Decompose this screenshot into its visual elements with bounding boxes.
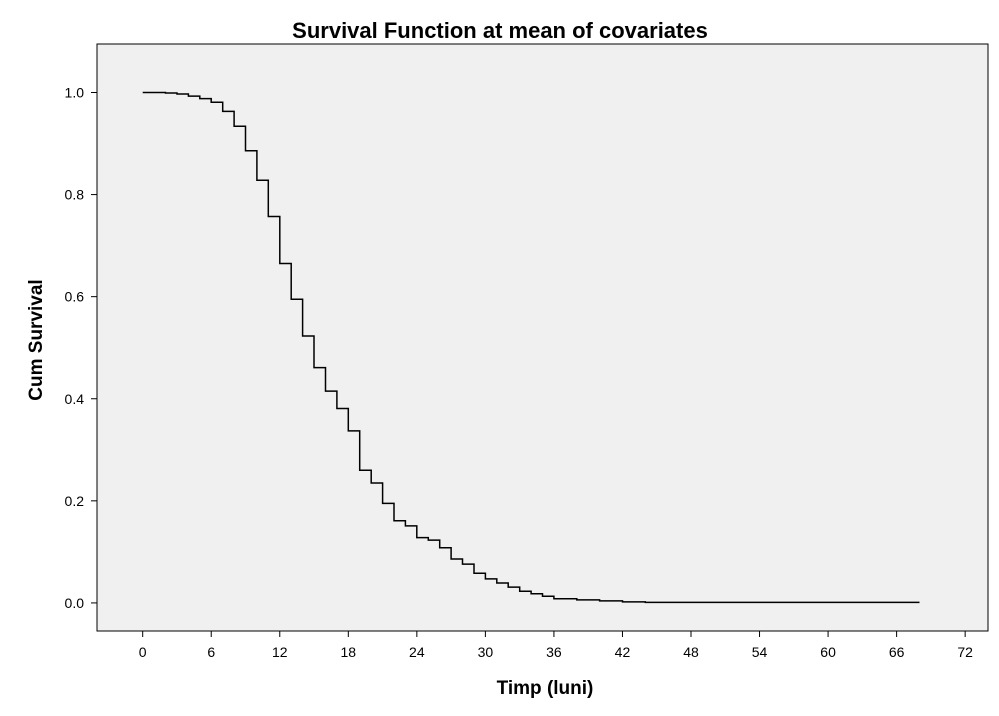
x-tick-label: 54	[752, 644, 768, 660]
plot-area	[96, 43, 989, 632]
x-axis: 0 6 12 18 24 30 36 42 48 54 60 66 72	[139, 631, 973, 660]
y-tick-label: 0.0	[65, 595, 85, 611]
x-tick-label: 24	[409, 644, 425, 660]
y-tick-label: 1.0	[65, 84, 85, 100]
x-tick-label: 66	[889, 644, 905, 660]
x-tick-label: 0	[139, 644, 147, 660]
y-axis-label: Cum Survival	[26, 279, 47, 400]
x-tick-label: 60	[820, 644, 836, 660]
survival-step-line	[142, 91, 920, 604]
x-tick-label: 6	[207, 644, 215, 660]
y-tick-label: 0.2	[65, 493, 85, 509]
chart-title: Survival Function at mean of covariates	[292, 18, 708, 43]
x-tick-label: 30	[478, 644, 494, 660]
y-axis: 0.0 0.2 0.4 0.6 0.8 1.0	[65, 84, 97, 611]
series-layer	[142, 91, 920, 604]
x-tick-label: 18	[341, 644, 357, 660]
x-tick-label: 42	[615, 644, 631, 660]
x-tick-label: 72	[957, 644, 973, 660]
x-tick-label: 12	[272, 644, 288, 660]
x-tick-label: 36	[546, 644, 562, 660]
y-tick-label: 0.4	[65, 391, 85, 407]
x-tick-label: 48	[683, 644, 699, 660]
y-tick-label: 0.8	[65, 187, 85, 203]
y-tick-label: 0.6	[65, 289, 85, 305]
x-axis-label: Timp (luni)	[497, 678, 594, 699]
